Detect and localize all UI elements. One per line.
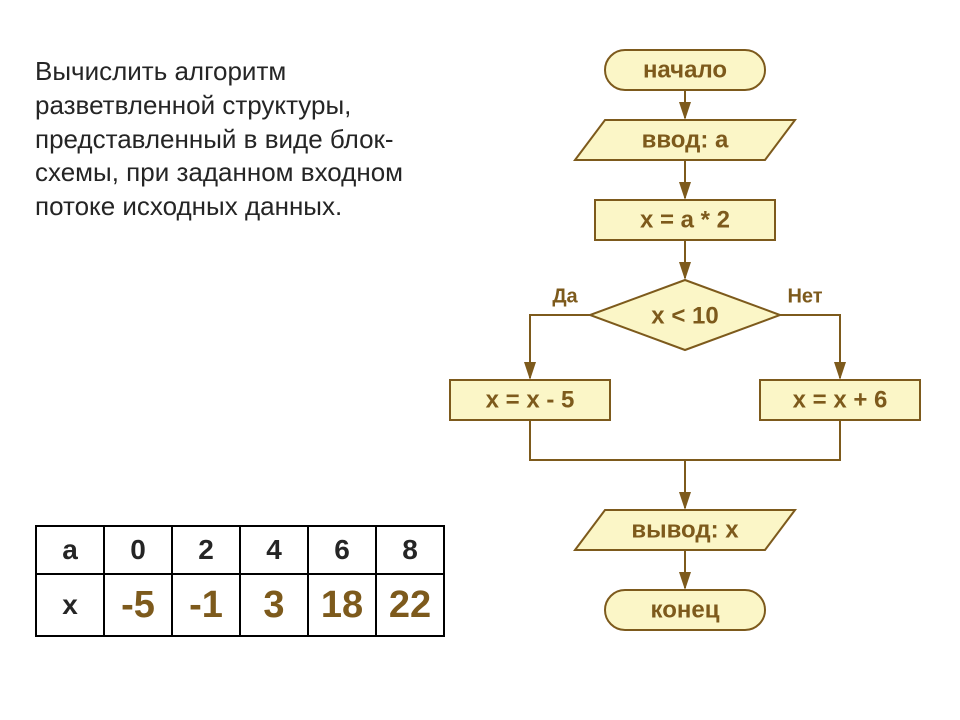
decision-label: x < 10 [651,302,718,329]
flowchart: начало ввод: а x = a * 2 x < 10 Да Нет x… [420,40,950,700]
task-description: Вычислить алгоритм разветвленной структу… [35,55,405,224]
table-row: а 0 2 4 6 8 [36,526,444,574]
cell-a-0: 0 [104,526,172,574]
cell-x-0: -5 [104,574,172,636]
branch-yes-label: x = x - 5 [486,386,575,413]
cell-x-1: -1 [172,574,240,636]
table-row: х -5 -1 3 18 22 [36,574,444,636]
yes-label: Да [552,285,578,307]
connector [685,420,840,460]
cell-x-3: 18 [308,574,376,636]
cell-a-2: 4 [240,526,308,574]
connector [530,420,685,460]
branch-no-label: x = x + 6 [793,386,888,413]
process1-label: x = a * 2 [640,206,730,233]
end-label: конец [651,596,720,623]
output-label: вывод: х [631,516,739,543]
no-label: Нет [787,285,822,307]
cell-a-1: 2 [172,526,240,574]
arrow [780,315,840,378]
row-x-label: х [36,574,104,636]
input-label: ввод: а [642,126,729,153]
cell-x-2: 3 [240,574,308,636]
row-a-label: а [36,526,104,574]
arrow [530,315,590,378]
trace-table: а 0 2 4 6 8 х -5 -1 3 18 22 [35,525,445,637]
start-label: начало [643,56,727,83]
cell-a-3: 6 [308,526,376,574]
